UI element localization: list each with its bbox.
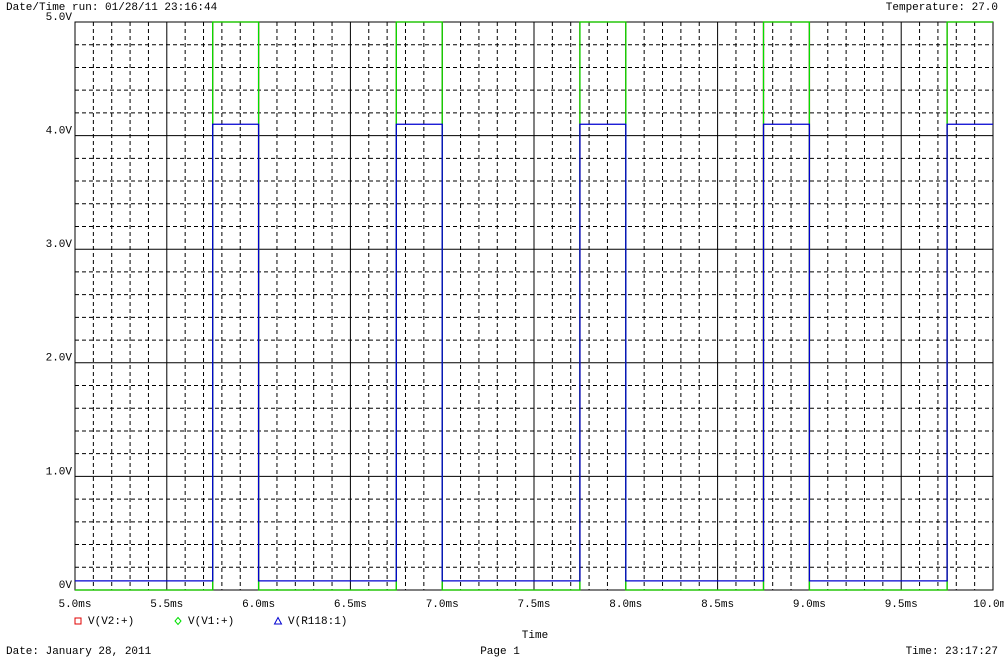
y-tick-label: 2.0V	[46, 353, 73, 365]
y-tick-label: 0V	[59, 580, 73, 592]
x-tick-label: 5.0ms	[58, 599, 91, 611]
x-tick-label: 10.0ms	[973, 599, 1004, 611]
legend-label: V(R118:1)	[288, 616, 347, 628]
legend-symbol	[273, 616, 283, 625]
y-tick-label: 5.0V	[46, 12, 73, 24]
footer-center: Page 1	[480, 646, 520, 658]
x-axis-title: Time	[522, 630, 548, 642]
legend-symbol	[174, 616, 182, 626]
x-tick-label: 6.5ms	[334, 599, 367, 611]
x-tick-label: 8.5ms	[701, 599, 734, 611]
x-tick-label: 5.5ms	[150, 599, 183, 611]
x-tick-label: 7.0ms	[426, 599, 459, 611]
header-right: Temperature: 27.0	[886, 2, 998, 14]
x-tick-label: 8.0ms	[609, 599, 642, 611]
x-tick-label: 9.5ms	[885, 599, 918, 611]
header-left: Date/Time run: 01/28/11 23:16:44	[6, 2, 218, 14]
x-tick-label: 6.0ms	[242, 599, 275, 611]
y-tick-label: 4.0V	[46, 126, 73, 138]
series-line	[75, 123, 993, 582]
x-tick-label: 7.5ms	[517, 599, 550, 611]
y-tick-label: 1.0V	[46, 466, 73, 478]
legend-label: V(V1:+)	[188, 616, 234, 628]
x-tick-label: 9.0ms	[793, 599, 826, 611]
legend-symbol	[74, 617, 82, 625]
footer-left: Date: January 28, 2011	[6, 646, 152, 658]
legend-label: V(V2:+)	[88, 616, 134, 628]
footer-right: Time: 23:17:27	[906, 646, 998, 658]
y-tick-label: 3.0V	[46, 239, 73, 251]
